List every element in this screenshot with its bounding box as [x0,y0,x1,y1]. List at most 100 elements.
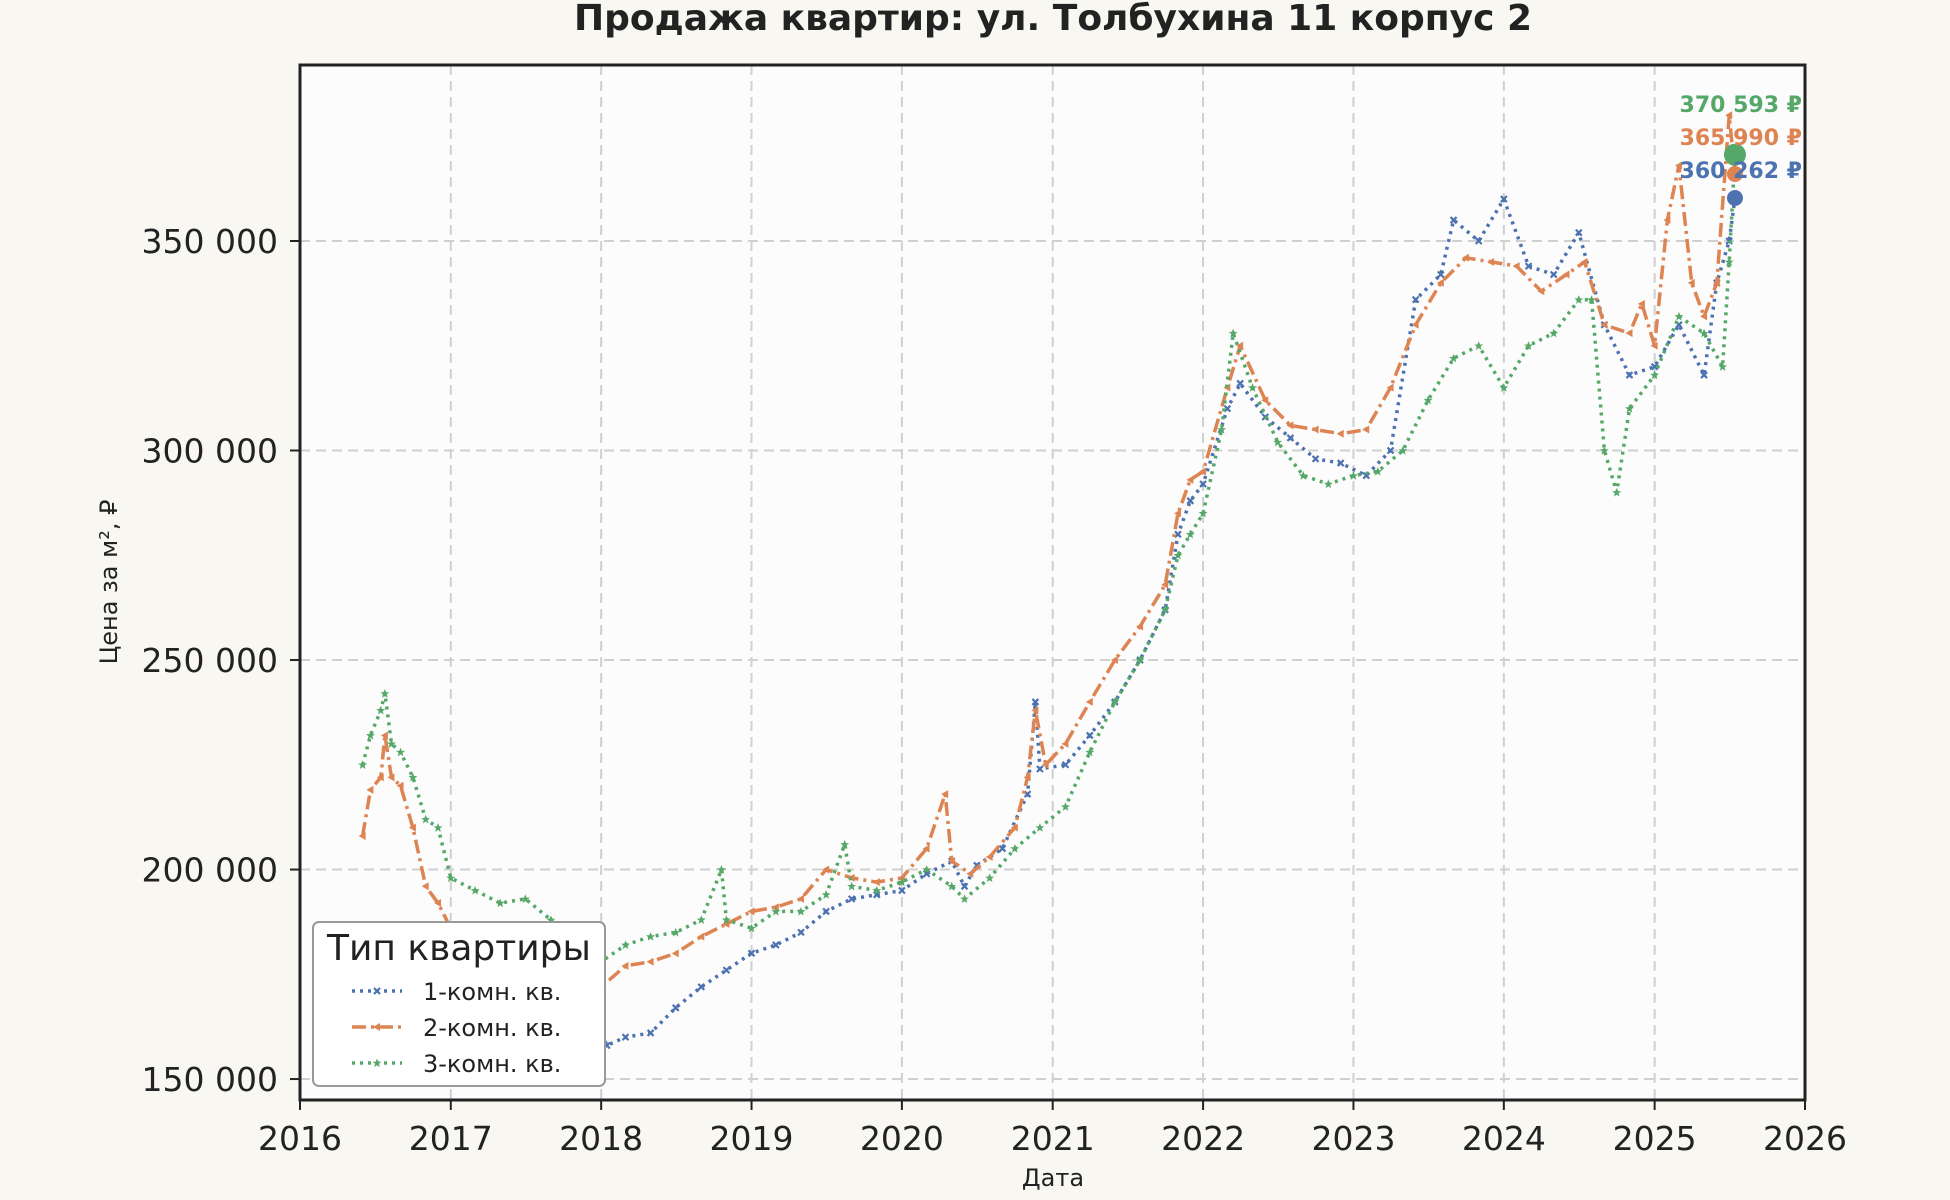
data-point [1286,434,1295,442]
last-value-label: 360 262 ₽ [1680,159,1802,184]
data-point [470,885,480,895]
data-point [1500,195,1508,203]
y-tick-label: 250 000 [142,641,278,680]
data-point [1600,320,1608,329]
data-point [1699,328,1709,338]
data-point [646,957,654,966]
data-point [1186,475,1194,484]
data-point [1663,216,1671,225]
legend-box [312,921,606,1087]
legend-marker [372,1058,382,1068]
x-tick-label: 2021 [1011,1119,1095,1158]
data-point [396,747,406,757]
data-point [1217,425,1227,434]
data-point [922,844,930,853]
data-point [1236,341,1244,350]
data-point [1362,425,1370,434]
data-point [1474,237,1483,245]
data-point [1010,844,1020,853]
data-point [671,949,679,958]
data-point [1625,371,1634,379]
data-point [1574,295,1584,304]
data-point [376,773,384,782]
x-tick-label: 2019 [710,1119,794,1158]
data-point [1199,467,1207,476]
data-point [697,983,706,991]
x-tick-label: 2020 [860,1119,944,1158]
data-point [1524,341,1534,350]
data-point [1336,429,1344,438]
data-point [421,882,429,891]
data-point [408,823,416,832]
legend: Тип квартиры 1-комн. кв. 2-комн. кв. 3-ком… [312,921,606,1087]
chart-title: Продажа квартир: ул. Толбухина 11 корпус… [574,0,1532,39]
data-point [1549,270,1558,279]
data-point [1624,404,1634,413]
data-point [1085,697,1093,706]
data-point [897,873,905,882]
last-value-dot [1726,189,1743,206]
data-point [1135,655,1145,665]
data-point [1186,497,1195,505]
data-point [1298,471,1308,480]
x-tick-label: 2018 [559,1119,643,1158]
data-point [697,932,705,941]
data-point [966,869,974,878]
data-point [897,877,907,887]
data-point [1398,446,1408,455]
data-point [1023,773,1031,782]
data-point [495,898,505,908]
data-point [947,881,957,891]
data-point [366,785,374,794]
data-point [872,885,882,895]
data-point [1035,823,1045,832]
data-point [1085,747,1095,757]
data-point [747,949,756,958]
data-point [376,705,386,715]
data-point [1625,329,1633,338]
data-point [1173,550,1183,560]
data-point [922,865,932,874]
data-point [1687,278,1695,287]
legend-marker [373,987,381,995]
data-point [941,790,949,799]
data-point [408,772,418,782]
last-values-layer: 370 593 ₽ 365 990 ₽ 360 262 ₽ [1680,93,1802,206]
data-point [396,781,404,790]
data-point [1423,395,1433,405]
data-point [380,731,388,740]
axis-ticks: 2016 2017 2018 2019 2020 2021 2022 2023 2024 2025… [142,222,1847,1158]
data-point [421,814,431,824]
data-point [947,857,955,866]
data-point [1060,802,1070,811]
x-axis-label: Дата [1022,1164,1084,1192]
data-point [1524,262,1533,270]
data-point [722,966,731,974]
data-point [847,881,857,891]
data-point [1311,425,1319,434]
data-point [1386,446,1395,455]
legend-items: 1-комн. кв. 2-комн. кв. 3-комн. кв. [352,978,561,1078]
data-point [960,882,969,891]
data-point [822,865,830,874]
x-tick-label: 2022 [1161,1119,1245,1158]
legend-marker [373,1023,380,1031]
data-point [380,689,390,698]
data-point [646,932,656,941]
data-point [1437,270,1445,279]
data-point [1512,262,1520,271]
data-point [1674,161,1682,170]
legend-label: 2-комн. кв. [423,1014,561,1042]
x-tick-label: 2016 [258,1119,342,1158]
data-point [1712,278,1720,287]
data-point [358,832,366,841]
data-point [1725,111,1733,120]
data-point [1724,257,1734,267]
data-point [1674,311,1684,321]
data-point [1174,530,1182,539]
data-point [387,773,395,782]
data-point [520,894,530,904]
last-value-label: 370 593 ₽ [1680,93,1802,118]
data-point [985,852,993,861]
x-tick-label: 2024 [1462,1119,1546,1158]
